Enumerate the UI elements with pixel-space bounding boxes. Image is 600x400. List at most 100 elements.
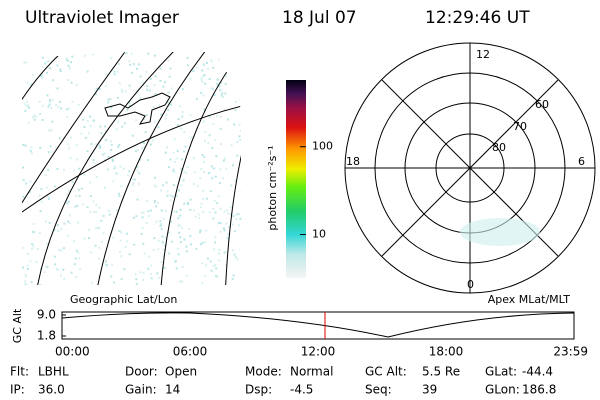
dot bbox=[100, 132, 103, 135]
dot bbox=[43, 271, 46, 274]
dot bbox=[67, 234, 70, 237]
dot bbox=[135, 278, 138, 281]
status-label: GLat: bbox=[485, 365, 517, 379]
mlt-label: 0 bbox=[467, 278, 474, 291]
dot bbox=[75, 275, 78, 278]
dot bbox=[150, 209, 153, 212]
dot bbox=[107, 168, 110, 171]
dot bbox=[213, 139, 216, 142]
time: 12:29:46 UT bbox=[425, 8, 530, 28]
dot bbox=[225, 264, 228, 267]
dot bbox=[207, 142, 210, 145]
status-value: 39 bbox=[422, 383, 437, 397]
dot bbox=[92, 159, 95, 162]
dot bbox=[113, 165, 116, 168]
dot bbox=[235, 217, 238, 220]
dot bbox=[155, 220, 158, 223]
dot bbox=[236, 141, 239, 144]
dot bbox=[98, 146, 101, 149]
dot bbox=[210, 165, 213, 168]
altitude-curve bbox=[61, 312, 575, 338]
dot bbox=[200, 76, 203, 79]
dot bbox=[236, 258, 239, 261]
lat-label: 80 bbox=[492, 141, 506, 154]
dot bbox=[207, 68, 210, 71]
dot bbox=[68, 147, 71, 150]
dot bbox=[222, 227, 225, 230]
dot bbox=[238, 123, 241, 126]
dot bbox=[167, 166, 170, 169]
dot bbox=[157, 239, 160, 242]
dot bbox=[156, 272, 159, 275]
dot bbox=[150, 264, 153, 267]
dot bbox=[234, 100, 237, 103]
status-label: Dsp: bbox=[245, 383, 272, 397]
dot bbox=[104, 263, 107, 266]
dot bbox=[104, 84, 107, 87]
dot bbox=[201, 69, 204, 72]
dot bbox=[134, 150, 137, 153]
dot bbox=[99, 125, 102, 128]
dot bbox=[198, 217, 201, 220]
dot bbox=[130, 52, 133, 55]
dot bbox=[192, 69, 195, 72]
dot bbox=[78, 194, 81, 197]
dot bbox=[204, 130, 207, 133]
dot bbox=[125, 240, 128, 243]
dot bbox=[106, 98, 109, 101]
dot bbox=[22, 143, 25, 146]
dot bbox=[217, 195, 220, 198]
dot bbox=[215, 115, 218, 118]
status-label: GC Alt: bbox=[365, 365, 407, 379]
dot bbox=[202, 211, 205, 214]
dot bbox=[78, 268, 81, 271]
dot bbox=[23, 61, 26, 64]
dot bbox=[175, 267, 178, 270]
dot bbox=[202, 63, 205, 66]
dot bbox=[76, 158, 79, 161]
dot bbox=[162, 85, 165, 88]
dot bbox=[186, 64, 189, 67]
dot bbox=[199, 243, 202, 246]
mlt-label: 18 bbox=[346, 155, 360, 168]
dot bbox=[33, 114, 36, 117]
dot bbox=[117, 120, 120, 123]
dot bbox=[118, 251, 121, 254]
dot bbox=[89, 195, 92, 198]
dot bbox=[80, 187, 83, 190]
dot bbox=[55, 146, 58, 149]
dot bbox=[185, 171, 188, 174]
dot bbox=[47, 105, 50, 108]
dot bbox=[184, 145, 187, 148]
timeline-x-tick-label: 00:00 bbox=[55, 345, 90, 359]
dot bbox=[40, 188, 43, 191]
dot bbox=[224, 92, 227, 95]
dot bbox=[60, 107, 63, 110]
dot bbox=[123, 122, 126, 125]
dot bbox=[147, 214, 150, 217]
timeline-x-tick-label: 23:59 bbox=[553, 345, 588, 359]
dot bbox=[220, 94, 223, 97]
dot bbox=[121, 125, 124, 128]
dot bbox=[32, 245, 35, 248]
dot bbox=[217, 221, 220, 224]
dot bbox=[171, 195, 174, 198]
dot bbox=[166, 190, 169, 193]
dot bbox=[131, 184, 134, 187]
dot bbox=[109, 98, 112, 101]
dot bbox=[218, 252, 221, 255]
dot bbox=[107, 100, 110, 103]
dot bbox=[57, 230, 60, 233]
dot bbox=[219, 115, 222, 118]
dot bbox=[35, 261, 38, 264]
dot bbox=[159, 67, 162, 70]
dot bbox=[178, 231, 181, 234]
dot bbox=[115, 128, 118, 131]
dot bbox=[212, 217, 215, 220]
dot bbox=[132, 181, 135, 184]
dot bbox=[37, 248, 40, 251]
dot bbox=[168, 252, 171, 255]
mlt-label: 6 bbox=[578, 155, 585, 168]
dot bbox=[214, 175, 217, 178]
dot bbox=[167, 108, 170, 111]
